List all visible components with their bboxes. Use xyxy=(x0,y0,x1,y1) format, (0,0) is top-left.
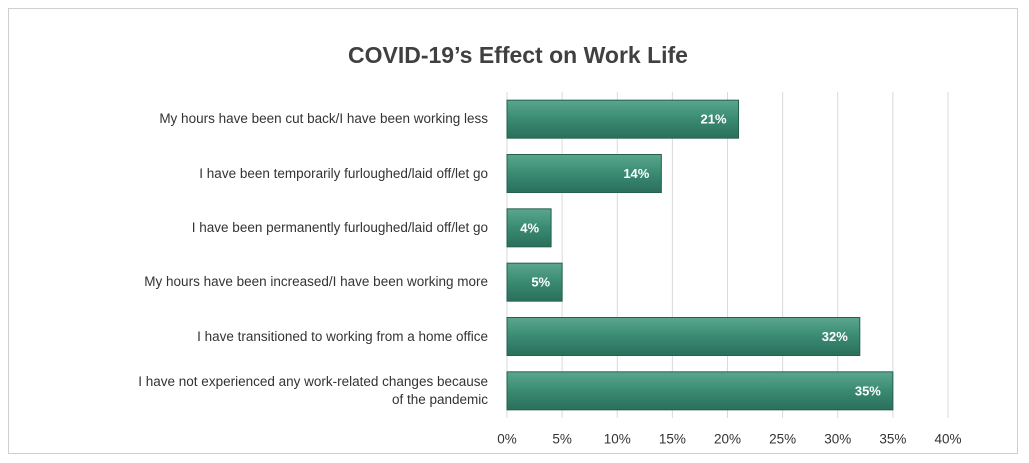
bar xyxy=(506,371,894,411)
category-label: I have been temporarily furloughed/laid … xyxy=(199,165,488,181)
bar xyxy=(506,99,740,139)
category-label: I have been permanently furloughed/laid … xyxy=(191,219,488,235)
category-label: My hours have been cut back/I have been … xyxy=(159,111,488,127)
bar xyxy=(506,317,861,356)
x-tick-label: 15% xyxy=(659,432,686,447)
x-tick-label: 40% xyxy=(934,432,961,447)
x-tick-label: 5% xyxy=(552,432,572,447)
data-label: 21% xyxy=(700,112,726,127)
category-label: My hours have been increased/I have been… xyxy=(144,274,488,290)
x-tick-label: 30% xyxy=(824,432,851,447)
x-tick-label: 25% xyxy=(769,432,796,447)
x-tick-label: 20% xyxy=(714,432,741,447)
x-tick-label: 0% xyxy=(497,432,517,447)
x-tick-label: 35% xyxy=(879,432,906,447)
category-label: I have transitioned to working from a ho… xyxy=(197,328,488,344)
data-label: 14% xyxy=(623,166,649,181)
chart-frame xyxy=(8,8,1018,454)
data-label: 5% xyxy=(531,275,550,290)
data-label: 32% xyxy=(822,329,848,344)
data-label: 4% xyxy=(520,220,539,235)
x-tick-label: 10% xyxy=(604,432,631,447)
bar xyxy=(506,208,552,248)
chart-title: COVID-19’s Effect on Work Life xyxy=(348,42,688,68)
bar xyxy=(506,262,563,302)
category-label: I have not experienced any work-related … xyxy=(138,373,488,407)
bar xyxy=(506,154,662,193)
data-label: 35% xyxy=(855,383,881,398)
